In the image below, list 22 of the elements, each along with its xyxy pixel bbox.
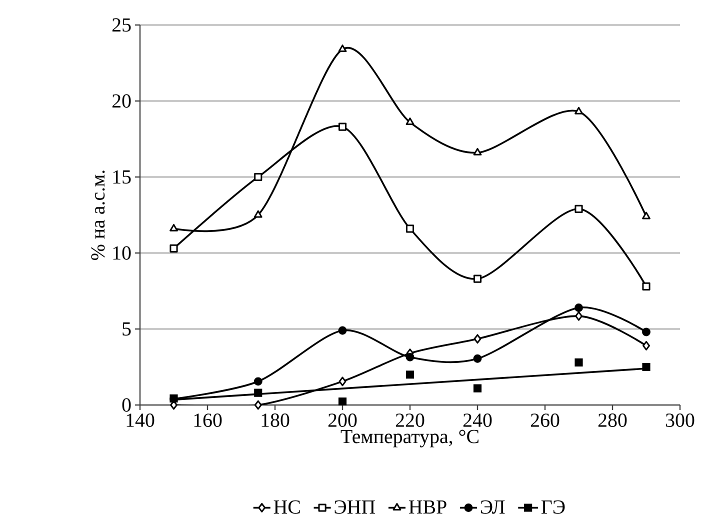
- x-tick-label: 300: [666, 414, 694, 427]
- x-tick-label: 220: [396, 414, 424, 427]
- legend-label: ЭЛ: [480, 500, 505, 514]
- y-tick-label: 15: [113, 170, 131, 184]
- legend-label: ЭНП: [334, 500, 376, 514]
- x-tick-label: 240: [463, 414, 492, 427]
- y-tick-label: 25: [112, 18, 131, 32]
- x-tick-label: 280: [598, 414, 627, 427]
- x-tick-label: 260: [530, 414, 560, 427]
- x-tick-label: 140: [126, 414, 154, 427]
- legend-label: НВР: [408, 500, 446, 514]
- y-tick-label: 0: [122, 398, 131, 412]
- y-tick-label: 20: [112, 94, 131, 108]
- y-tick-label: 10: [113, 246, 131, 260]
- legend-label: НС: [274, 500, 300, 514]
- y-tick-label: 5: [122, 322, 131, 336]
- x-tick-label: 200: [328, 414, 357, 427]
- x-axis-title: Температура, °C: [340, 430, 478, 448]
- y-axis-title: % на а.с.м.: [91, 170, 105, 260]
- legend-label: ГЭ: [541, 500, 565, 514]
- x-tick-label: 180: [262, 414, 290, 427]
- x-tick-label: 160: [194, 414, 222, 427]
